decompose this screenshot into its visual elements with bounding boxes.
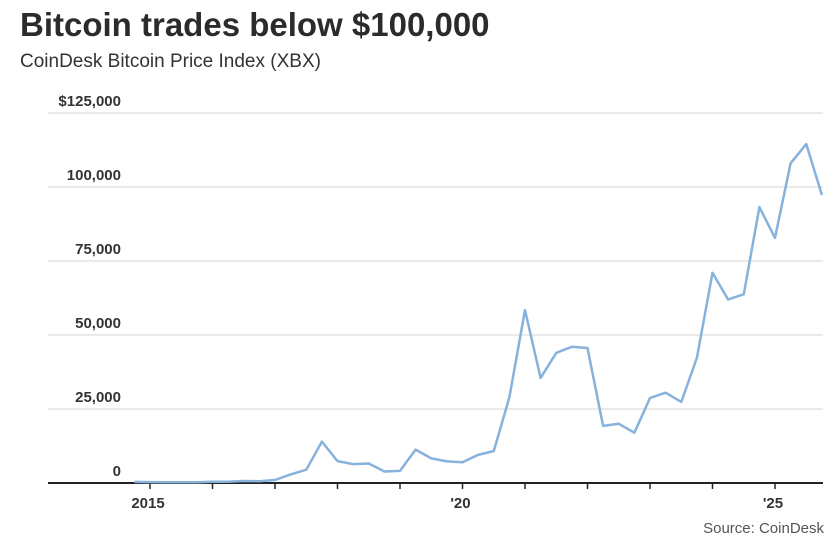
price-line xyxy=(134,142,824,484)
x-tick-label: 2015 xyxy=(131,495,164,512)
chart-subtitle: CoinDesk Bitcoin Price Index (XBX) xyxy=(20,51,321,72)
x-tick-label: '25 xyxy=(763,495,783,512)
y-tick-label: 25,000 xyxy=(75,389,121,406)
y-tick-label: 0 xyxy=(113,463,121,480)
y-tick-label: 100,000 xyxy=(67,167,121,184)
y-tick-label: 50,000 xyxy=(75,315,121,332)
y-tick-label: $125,000 xyxy=(58,93,121,110)
y-tick-label: 75,000 xyxy=(75,241,121,258)
source-note: Source: CoinDesk xyxy=(703,520,824,537)
chart-title: Bitcoin trades below $100,000 xyxy=(20,6,490,43)
x-tick-label: '20 xyxy=(450,495,470,512)
